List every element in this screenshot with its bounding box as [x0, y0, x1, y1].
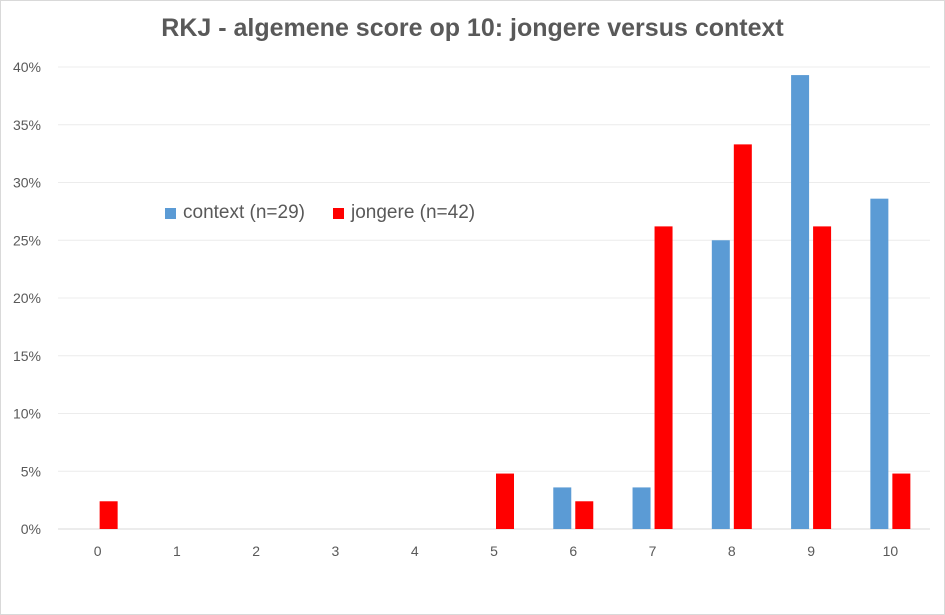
x-tick-label: 0 [94, 543, 102, 559]
y-tick-label: 0% [21, 521, 41, 537]
chart-title: RKJ - algemene score op 10: jongere vers… [161, 14, 784, 42]
x-tick-label: 3 [332, 543, 340, 559]
y-tick-label: 30% [13, 175, 41, 191]
x-tick-label: 6 [569, 543, 577, 559]
x-tick-label: 9 [807, 543, 815, 559]
bar-jongere [575, 501, 594, 529]
x-tick-label: 1 [173, 543, 181, 559]
y-tick-label: 25% [13, 232, 41, 248]
bar-context [711, 240, 730, 529]
bar-context [791, 75, 810, 530]
bar-jongere [892, 473, 911, 529]
y-tick-label: 35% [13, 117, 41, 133]
y-tick-label: 15% [13, 348, 41, 364]
bar-jongere [733, 144, 752, 529]
bar-context [632, 487, 651, 529]
legend-swatch-jongere [333, 207, 344, 219]
bar-jongere [99, 501, 118, 529]
bar-jongere [813, 226, 832, 529]
legend-item-context: context (n=29) [165, 202, 305, 224]
x-tick-label: 8 [728, 543, 736, 559]
y-tick-label: 10% [13, 406, 41, 422]
x-tick-label: 4 [411, 543, 419, 559]
legend: context (n=29) jongere (n=42) [165, 202, 475, 224]
x-tick-label: 7 [649, 543, 657, 559]
bar-context [870, 198, 889, 530]
y-tick-label: 5% [21, 463, 41, 479]
bar-context [553, 487, 572, 529]
x-tick-label: 10 [883, 543, 899, 559]
legend-item-jongere: jongere (n=42) [333, 202, 475, 224]
legend-label-jongere: jongere (n=42) [351, 202, 476, 223]
y-tick-label: 40% [13, 59, 41, 75]
x-tick-label: 2 [252, 543, 260, 559]
x-tick-label: 5 [490, 543, 498, 559]
y-tick-label: 20% [13, 290, 41, 306]
bar-jongere [654, 226, 673, 529]
legend-label-context: context (n=29) [183, 202, 305, 223]
legend-swatch-context [165, 207, 176, 219]
bar-jongere [496, 473, 514, 529]
